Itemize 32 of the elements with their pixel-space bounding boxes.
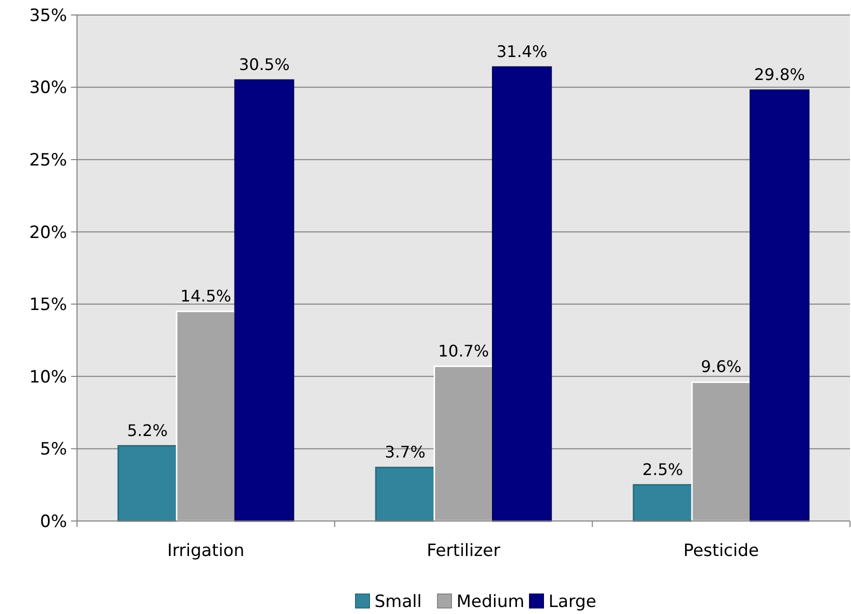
x-tick-label: Fertilizer [426, 541, 500, 561]
legend-label: Medium [456, 592, 524, 612]
data-label: 2.5% [642, 460, 684, 479]
x-tick-label: Irrigation [167, 541, 244, 561]
data-label: 10.7% [438, 341, 489, 360]
y-tick-label: 0% [40, 512, 67, 532]
bar [375, 466, 436, 522]
y-tick-label: 15% [29, 295, 67, 316]
y-tick-label: 25% [29, 150, 67, 171]
bar [434, 366, 494, 522]
bar [117, 445, 178, 522]
y-tick-label: 20% [29, 222, 67, 243]
data-label: 31.4% [496, 42, 548, 62]
data-label: 5.2% [127, 420, 168, 440]
data-label: 30.5% [238, 55, 290, 74]
data-label: 3.7% [384, 442, 426, 462]
bar [691, 381, 752, 522]
bar [632, 484, 693, 522]
y-tick-label: 5% [40, 440, 67, 460]
data-label: 9.6% [700, 357, 742, 376]
x-tick-label: Pesticide [683, 541, 760, 561]
bar [750, 89, 810, 522]
bar [234, 79, 294, 522]
y-tick-label: 35% [29, 6, 67, 26]
bar [492, 66, 552, 522]
data-label: 29.8% [754, 65, 805, 84]
bar [176, 310, 236, 522]
data-label: 14.5% [180, 286, 232, 306]
y-tick-label: 10% [29, 367, 67, 388]
y-tick-label: 30% [29, 78, 67, 98]
legend-label: Large [548, 592, 596, 612]
legend-label: Small [374, 592, 422, 612]
